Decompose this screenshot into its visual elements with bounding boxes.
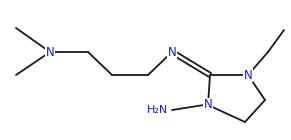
- Text: N: N: [244, 68, 252, 81]
- Text: N: N: [204, 99, 212, 111]
- Text: N: N: [168, 46, 176, 59]
- Text: N: N: [46, 46, 54, 59]
- Text: H₂N: H₂N: [147, 105, 168, 115]
